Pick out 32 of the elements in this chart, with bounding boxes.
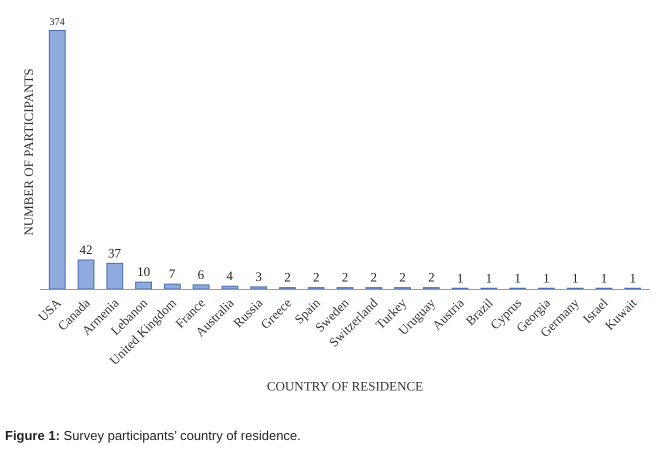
data-label: 1 — [543, 270, 550, 286]
data-label: 2 — [399, 270, 406, 285]
bar — [135, 282, 152, 289]
data-label: 2 — [312, 270, 320, 285]
y-axis-title: NUMBER OF PARTICIPANTS — [20, 68, 36, 236]
data-label: 1 — [600, 270, 608, 286]
data-label: 374 — [49, 17, 65, 28]
data-label: 1 — [486, 270, 492, 286]
data-label: 2 — [428, 270, 435, 285]
bar — [78, 259, 94, 289]
bar — [164, 284, 181, 289]
data-label: 1 — [629, 270, 636, 286]
data-label: 37 — [108, 245, 122, 260]
bar — [192, 284, 210, 289]
data-label: 42 — [80, 242, 93, 257]
bar — [106, 262, 124, 289]
bar — [48, 30, 66, 289]
data-label: 3 — [255, 268, 262, 284]
data-label: 1 — [514, 270, 521, 286]
data-label: 2 — [370, 270, 378, 285]
data-label: 2 — [284, 270, 291, 285]
bar — [250, 286, 268, 289]
data-label: 7 — [168, 266, 176, 282]
data-label: 2 — [342, 270, 348, 285]
data-label: 1 — [572, 270, 578, 286]
data-label: 4 — [226, 268, 234, 284]
bar — [221, 286, 238, 289]
data-label: 10 — [137, 264, 150, 280]
data-label: 6 — [198, 266, 205, 282]
data-label: 1 — [456, 270, 464, 286]
caption: Figure 1: Survey participants’ country of residence. — [5, 428, 301, 443]
x-axis-title: COUNTRY OF RESIDENCE — [266, 378, 424, 394]
